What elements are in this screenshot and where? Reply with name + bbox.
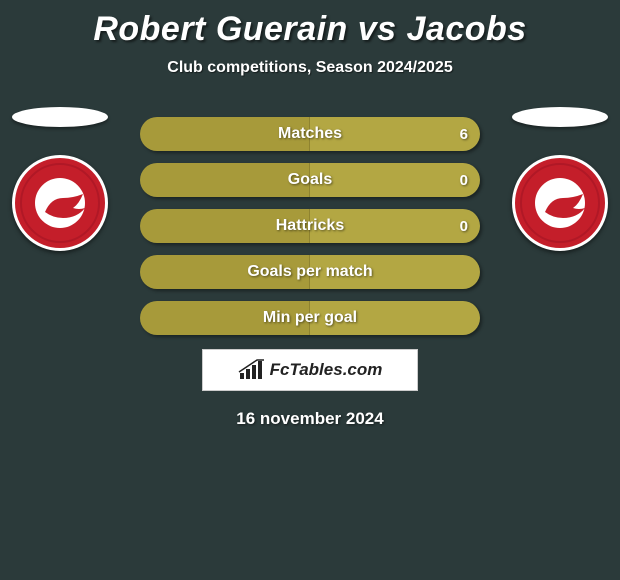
player-left-column (0, 107, 120, 251)
bar-label: Matches (140, 117, 480, 151)
date-text: 16 november 2024 (0, 409, 620, 429)
bar-label: Min per goal (140, 301, 480, 335)
bar-value-right: 0 (460, 163, 468, 197)
stat-bar: Goals0 (140, 163, 480, 197)
brand-text: FcTables.com (270, 360, 383, 380)
stat-bar: Min per goal (140, 301, 480, 335)
bar-label: Hattricks (140, 209, 480, 243)
club-badge-right-icon (512, 155, 608, 251)
bar-value-right: 6 (460, 117, 468, 151)
stat-bar: Hattricks0 (140, 209, 480, 243)
bird-left-icon (43, 192, 87, 222)
club-badge-left-icon (12, 155, 108, 251)
player-right-column (500, 107, 620, 251)
bar-label: Goals per match (140, 255, 480, 289)
brand-box[interactable]: FcTables.com (202, 349, 418, 391)
bird-right-icon (543, 192, 587, 222)
stat-bar: Goals per match (140, 255, 480, 289)
stat-bar: Matches6 (140, 117, 480, 151)
bar-value-right: 0 (460, 209, 468, 243)
flag-right-icon (512, 107, 608, 127)
page-title: Robert Guerain vs Jacobs (0, 0, 620, 49)
subtitle: Club competitions, Season 2024/2025 (0, 59, 620, 77)
stats-area: Matches6Goals0Hattricks0Goals per matchM… (0, 117, 620, 429)
brand-chart-icon (238, 359, 266, 381)
flag-left-icon (12, 107, 108, 127)
bar-label: Goals (140, 163, 480, 197)
